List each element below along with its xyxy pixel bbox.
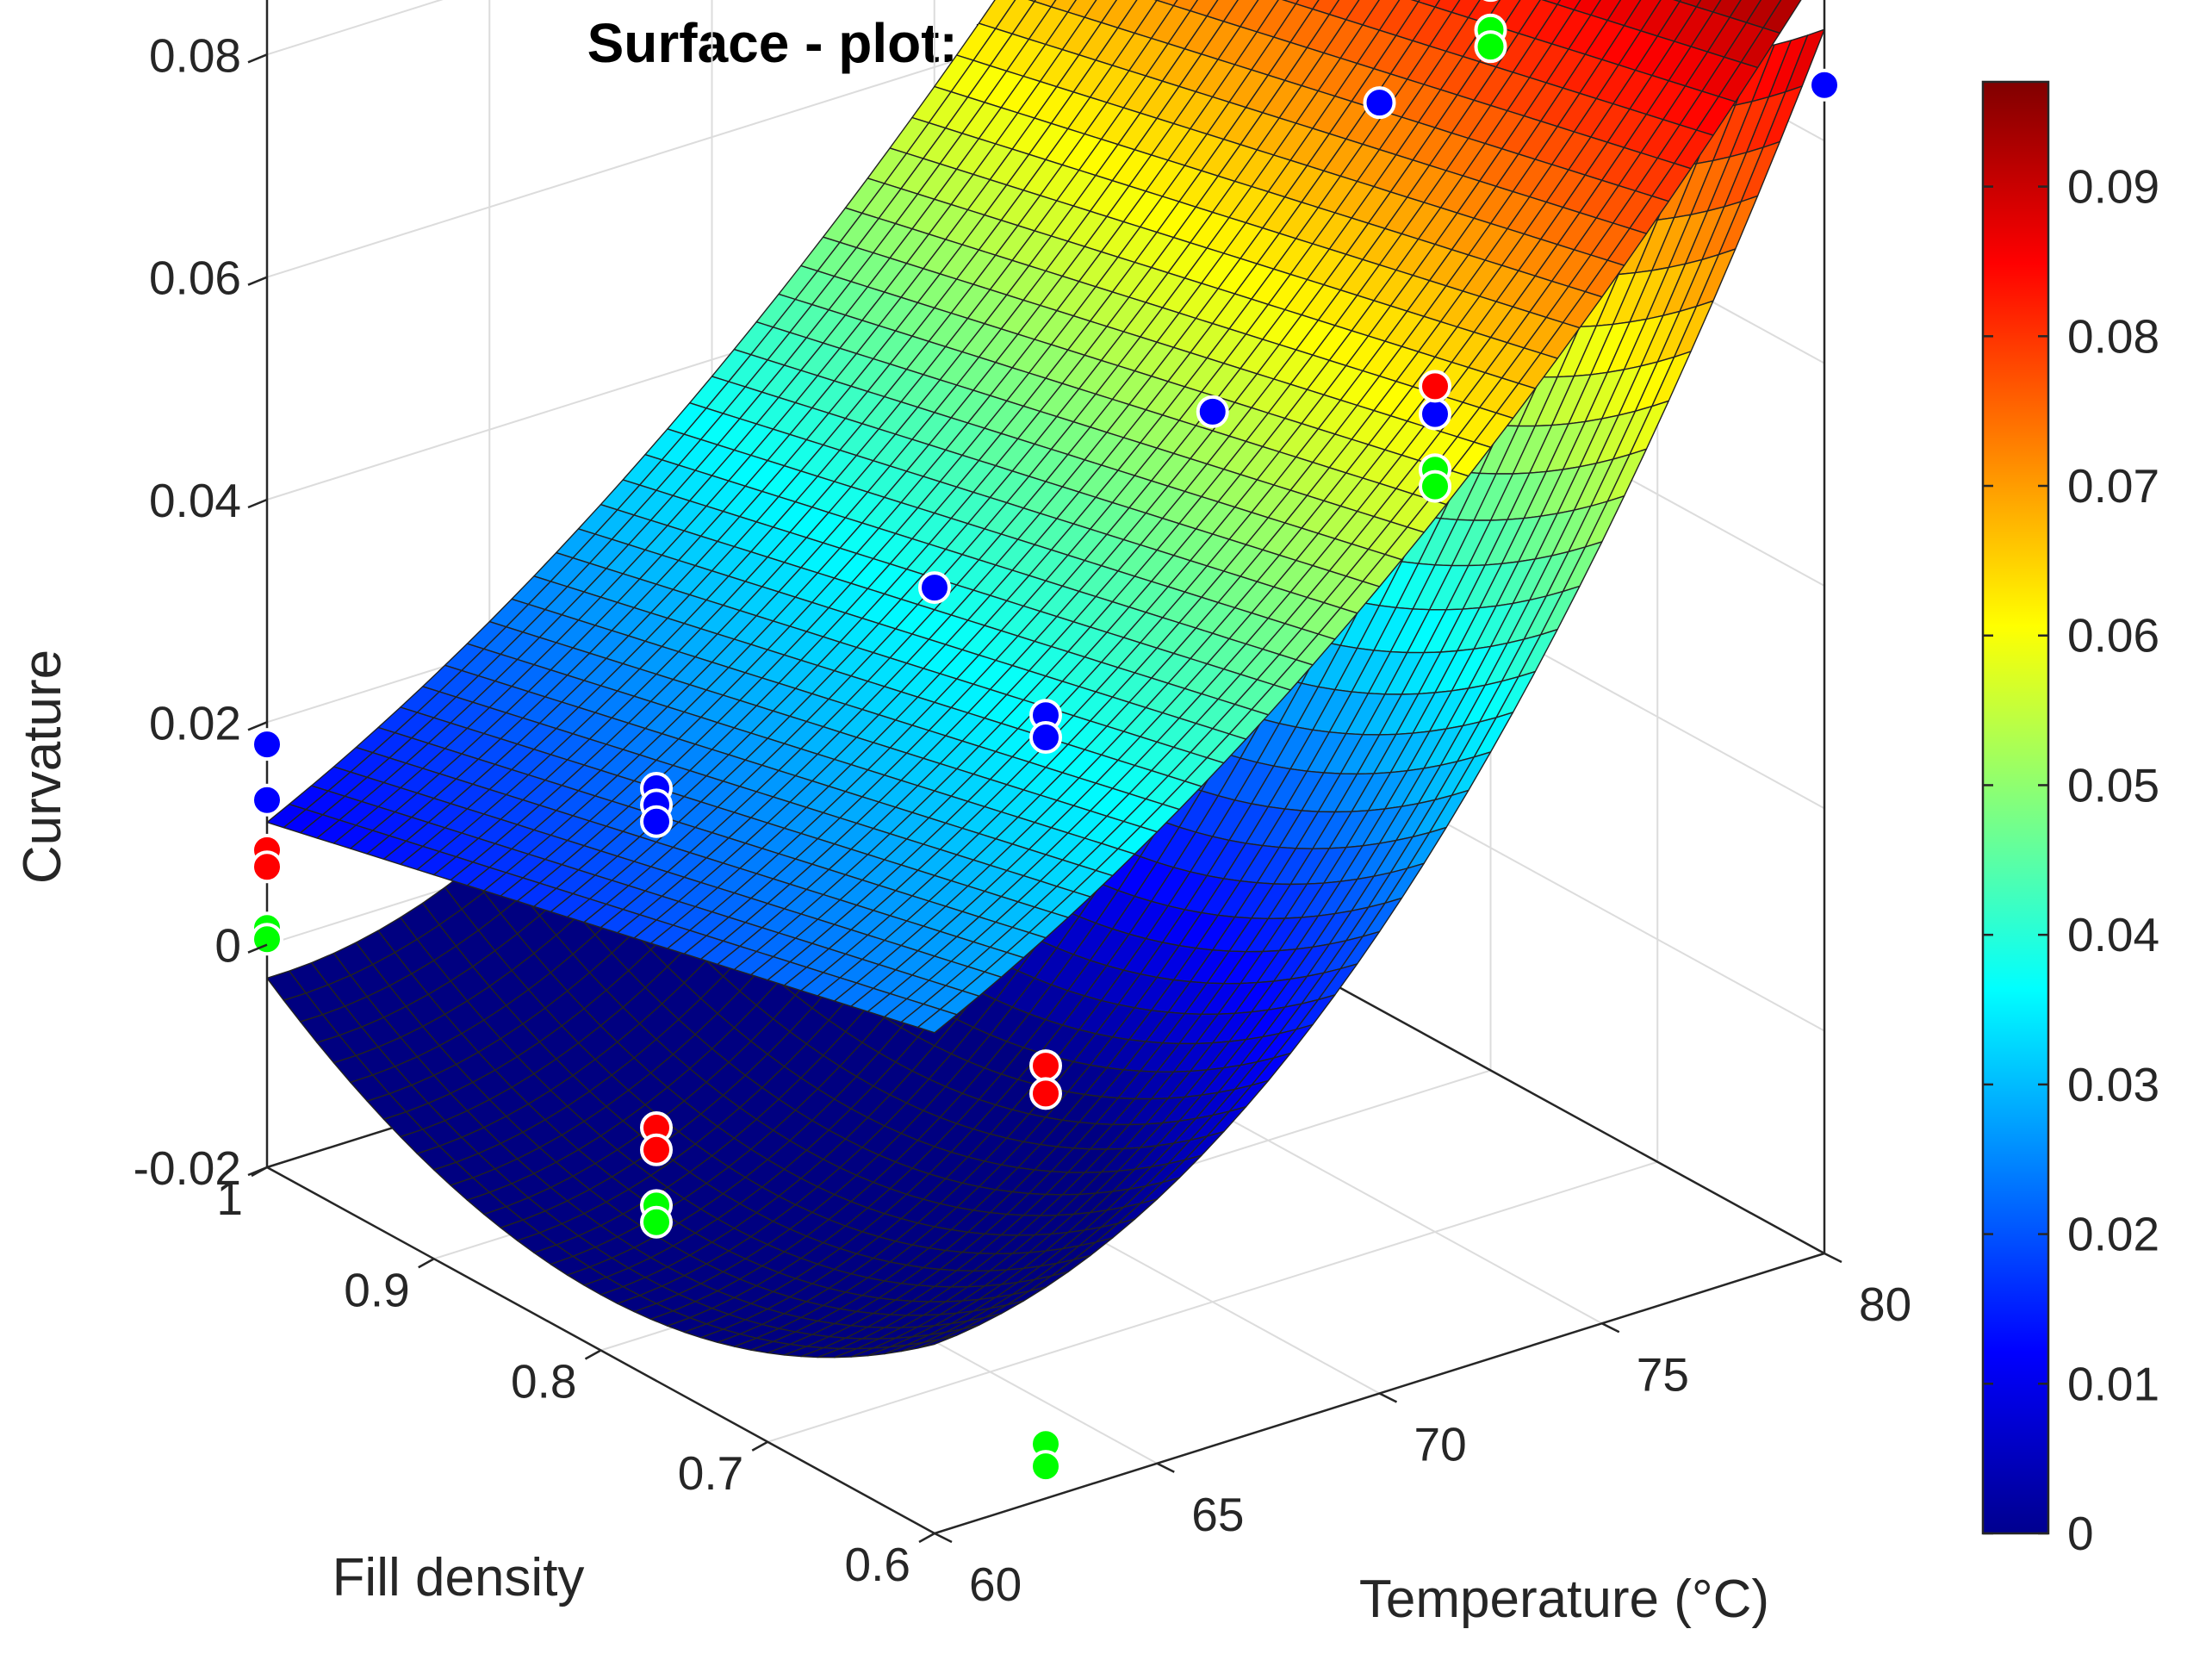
colorbar-tick-label: 0.08 <box>2067 309 2159 363</box>
red-data-point <box>1419 370 1451 403</box>
green-data-point <box>251 923 283 956</box>
z-tick-label: 0.06 <box>149 252 241 305</box>
green-data-point <box>640 1205 673 1239</box>
colorbar-tick-label: 0.07 <box>2067 459 2159 513</box>
colorbar-tick-label: 0.06 <box>2067 609 2159 662</box>
red-data-point <box>1029 1077 1062 1110</box>
blue-data-point <box>251 728 283 762</box>
red-data-point <box>1029 1049 1062 1083</box>
data-points <box>251 0 1841 1483</box>
z-tick-mark <box>247 276 268 286</box>
y-tick-mark <box>751 1440 768 1452</box>
x-tick-mark <box>1601 1322 1620 1334</box>
blue-data-point <box>1363 86 1396 120</box>
blue-data-point <box>640 805 673 838</box>
z-tick-label: -0.02 <box>134 1141 241 1195</box>
red-data-point <box>640 1133 673 1166</box>
blue-data-point <box>251 783 283 817</box>
x-tick-label: 60 <box>969 1558 1022 1611</box>
colorbar-tick-label: 0 <box>2067 1507 2094 1560</box>
y-tick-label: 0.6 <box>845 1538 910 1591</box>
y-tick-label: 0.9 <box>344 1263 409 1316</box>
z-tick-mark <box>247 53 268 64</box>
y-tick-mark <box>418 1258 435 1269</box>
z-axis-label: Curvature <box>13 650 72 884</box>
colorbar-tick-label: 0.05 <box>2067 758 2159 811</box>
colorbar: 0 0.01 0.02 0.03 0.04 0.05 0.06 0.07 0.08 0.09 <box>1981 80 2159 1560</box>
gridline-y-floor <box>767 1160 1658 1443</box>
z-tick-label: 0 <box>214 919 241 973</box>
y-tick-mark <box>584 1349 602 1360</box>
x-tick-mark <box>1378 1392 1398 1403</box>
colorbar-tick-label: 0.09 <box>2067 160 2159 214</box>
blue-data-point <box>918 571 951 605</box>
y-tick-label: 0.8 <box>511 1355 576 1408</box>
y-axis-label: Fill density <box>332 1548 585 1607</box>
green-data-point <box>1474 30 1507 64</box>
surface-mesh <box>266 0 1825 1359</box>
red-data-point <box>251 850 283 884</box>
x-tick-mark <box>1824 1252 1842 1264</box>
lower-surface-patch <box>916 1334 958 1349</box>
colorbar-ticks: 0 0.01 0.02 0.03 0.04 0.05 0.06 0.07 0.08 0.09 <box>1983 160 2159 1560</box>
blue-data-point <box>1419 397 1451 431</box>
colorbar-tick-label: 0.02 <box>2067 1208 2159 1261</box>
x-tick-label: 80 <box>1859 1278 1911 1331</box>
z-tick-mark <box>247 943 268 954</box>
y-tick-label: 0.7 <box>678 1446 743 1500</box>
z-tick-label: 0.08 <box>149 28 241 82</box>
gridline-z-left <box>266 0 444 56</box>
z-tick-mark <box>247 498 268 509</box>
colorbar-tick-label: 0.03 <box>2067 1058 2159 1111</box>
x-tick-label: 75 <box>1637 1347 1689 1401</box>
blue-data-point <box>1029 721 1062 755</box>
x-tick-label: 65 <box>1191 1488 1244 1541</box>
x-axis-label: Temperature (°C) <box>1359 1570 1769 1629</box>
x-tick-label: 70 <box>1414 1418 1467 1471</box>
y-tick-mark <box>918 1532 935 1544</box>
z-tick-label: 0.02 <box>149 696 241 749</box>
y-tick-mark <box>251 1166 268 1178</box>
green-data-point <box>1029 1450 1062 1483</box>
colorbar-gradient <box>1981 80 2050 1535</box>
colorbar-tick-label: 0.01 <box>2067 1357 2159 1410</box>
z-tick-label: 0.04 <box>149 474 241 527</box>
x-tick-mark <box>1156 1462 1175 1473</box>
y-tick-label: 1 <box>216 1172 243 1225</box>
axis-ticks: -0.0200.020.040.060.080.10.60.70.80.9160… <box>134 28 1912 1611</box>
upper-surface-patch <box>916 1009 958 1034</box>
green-data-point <box>1419 469 1451 503</box>
blue-data-point <box>1808 68 1841 102</box>
x-tick-mark <box>934 1532 953 1544</box>
z-tick-mark <box>247 721 268 731</box>
blue-data-point <box>1196 395 1229 428</box>
colorbar-tick-label: 0.04 <box>2067 908 2159 961</box>
